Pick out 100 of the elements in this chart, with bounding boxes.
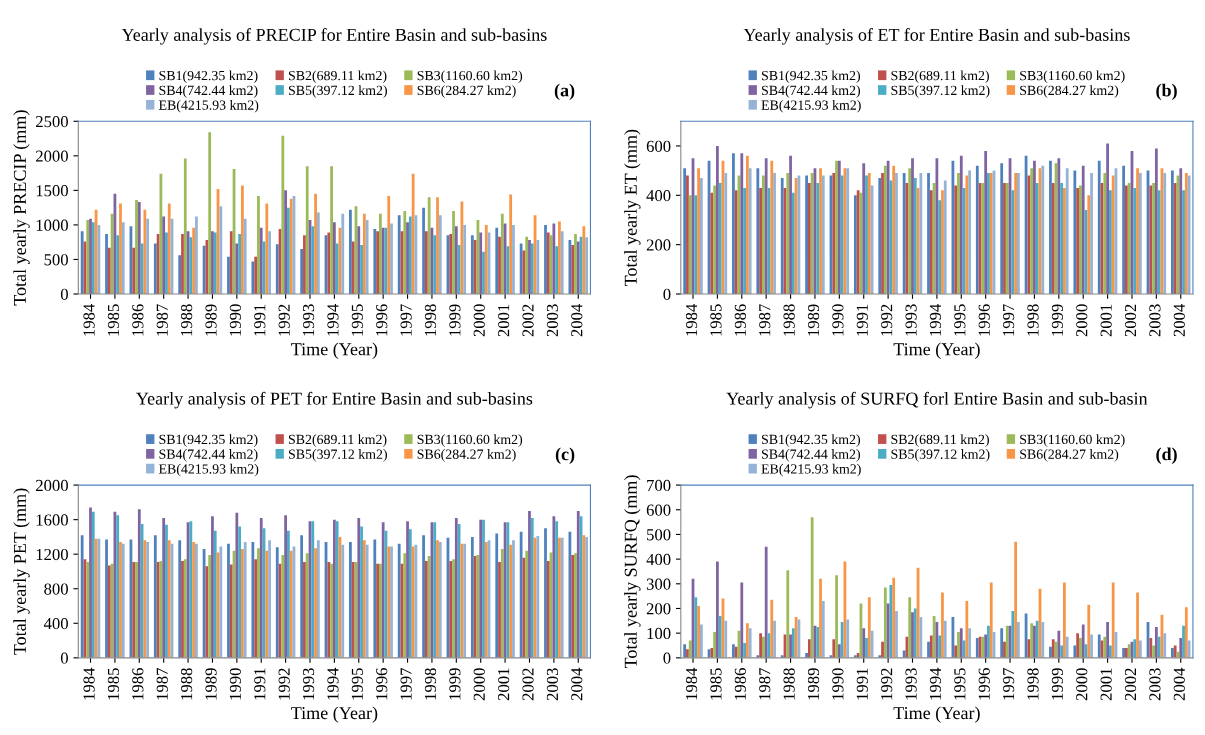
bar — [287, 207, 290, 294]
bar — [165, 232, 168, 294]
bar — [241, 185, 244, 294]
bar — [381, 522, 385, 658]
bar — [243, 542, 247, 658]
bar — [865, 638, 868, 658]
bar — [1157, 636, 1161, 658]
x-tick-label: 2000 — [473, 668, 485, 701]
bar — [773, 620, 776, 658]
bar — [1149, 638, 1153, 658]
bar — [908, 597, 912, 658]
x-tick-label: 2003 — [1149, 304, 1161, 337]
bar — [229, 564, 233, 658]
x-tick-label: 1992 — [881, 304, 893, 336]
bar — [132, 247, 136, 294]
bar — [275, 547, 279, 658]
bar — [305, 166, 309, 294]
x-tick-label: 1995 — [351, 668, 363, 700]
bar — [341, 544, 345, 658]
x-tick-label: 2001 — [498, 304, 510, 337]
y-tick-label: 100 — [647, 627, 671, 640]
y-tick-label: 0 — [663, 288, 671, 300]
bar — [105, 233, 108, 294]
bar — [694, 597, 698, 658]
bar — [938, 200, 942, 294]
x-tick-label: 1998 — [424, 668, 437, 700]
bar — [699, 178, 703, 294]
bar — [303, 561, 306, 658]
bar — [1090, 634, 1093, 658]
bar — [403, 553, 407, 658]
x-tick-label: 1986 — [132, 668, 144, 700]
bar — [335, 243, 339, 294]
bar — [254, 559, 258, 658]
x-tick-label: 1986 — [132, 304, 144, 336]
bar — [105, 539, 108, 658]
bar — [1173, 182, 1177, 294]
bar — [582, 226, 586, 294]
bar — [281, 135, 285, 294]
x-tick-label: 1988 — [180, 668, 193, 700]
bar — [558, 221, 561, 294]
y-tick-label: 2000 — [36, 150, 68, 162]
bar — [424, 231, 428, 294]
bar — [908, 168, 912, 294]
bar — [819, 578, 822, 658]
legend-label: SB4(742.44 km2) — [159, 449, 258, 462]
bar — [89, 507, 92, 658]
bar — [1103, 173, 1107, 294]
x-tick-label: 1993 — [302, 304, 315, 336]
y-axis-title: Total yearly PET (mm) — [13, 488, 30, 655]
bar — [1011, 610, 1015, 658]
bar — [1027, 639, 1031, 658]
bar — [536, 240, 540, 294]
x-tick-label: 1999 — [449, 304, 461, 336]
bar — [919, 173, 923, 294]
bar — [1111, 582, 1115, 658]
bar — [544, 224, 547, 294]
bar — [1073, 645, 1077, 658]
bar — [422, 535, 425, 658]
bar — [805, 175, 808, 294]
bar — [984, 150, 988, 294]
bar — [734, 190, 738, 294]
x-tick-label: 1985 — [107, 304, 120, 336]
bar — [470, 536, 474, 658]
legend-label: SB1(942.35 km2) — [762, 70, 860, 84]
bar — [162, 517, 166, 658]
bar — [555, 521, 559, 658]
bar — [902, 173, 906, 294]
bar — [911, 612, 914, 658]
text: (d) — [1156, 447, 1177, 464]
bar — [546, 561, 550, 658]
y-tick-label: 800 — [44, 583, 68, 595]
bar — [484, 224, 488, 294]
bar — [959, 155, 963, 294]
x-tick-label: 1990 — [229, 304, 242, 336]
x-tick-label: 1992 — [278, 304, 290, 336]
bar — [427, 555, 431, 658]
legend-label: SB3(1160.60 km2) — [417, 70, 523, 84]
y-tick-label: 400 — [43, 617, 68, 630]
bar — [927, 641, 930, 658]
bar — [789, 634, 792, 658]
bar — [1136, 168, 1139, 294]
bar — [289, 550, 293, 658]
bar — [257, 195, 260, 294]
bar — [840, 175, 844, 294]
bar — [1049, 646, 1052, 658]
bar — [265, 550, 269, 658]
bar — [227, 543, 230, 658]
bar — [1057, 630, 1061, 658]
bar — [219, 546, 223, 658]
bar — [935, 158, 939, 294]
bar — [1081, 624, 1085, 658]
bar — [387, 195, 391, 294]
bar — [349, 209, 352, 294]
x-tick-label: 1994 — [327, 303, 339, 336]
bar — [883, 587, 887, 658]
x-tick-label: 1999 — [449, 668, 461, 700]
bar — [935, 622, 939, 658]
x-tick-label: 1984 — [685, 303, 698, 336]
bar — [1097, 634, 1101, 658]
bar — [121, 222, 125, 294]
